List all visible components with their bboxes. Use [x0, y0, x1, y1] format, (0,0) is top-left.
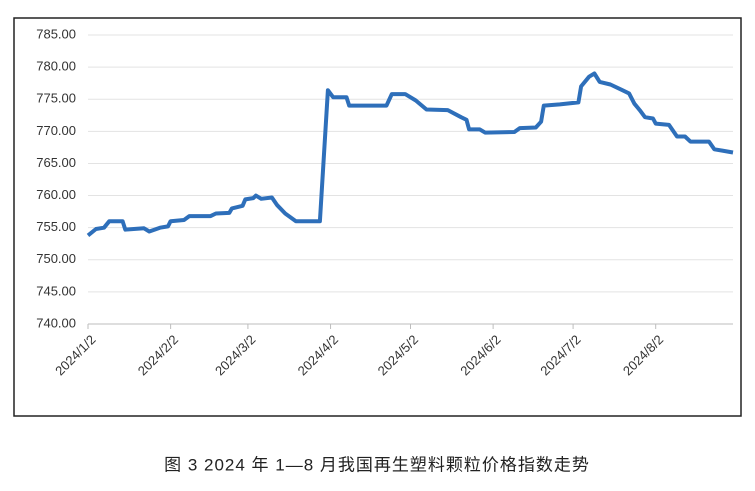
chart-frame	[13, 17, 742, 417]
y-tick-label: 770.00	[36, 123, 76, 138]
y-tick-label: 780.00	[36, 59, 76, 74]
y-tick-label: 775.00	[36, 91, 76, 106]
y-tick-label: 755.00	[36, 219, 76, 234]
y-tick-label: 750.00	[36, 251, 76, 266]
y-tick-label: 740.00	[36, 315, 76, 330]
caption: 图 3 2024 年 1—8 月我国再生塑料颗粒价格指数走势	[164, 455, 590, 474]
y-tick-label: 760.00	[36, 187, 76, 202]
y-tick-label: 785.00	[36, 26, 76, 41]
price-line	[86, 71, 734, 237]
y-tick-label: 765.00	[36, 155, 76, 170]
y-tick-label: 745.00	[36, 283, 76, 298]
